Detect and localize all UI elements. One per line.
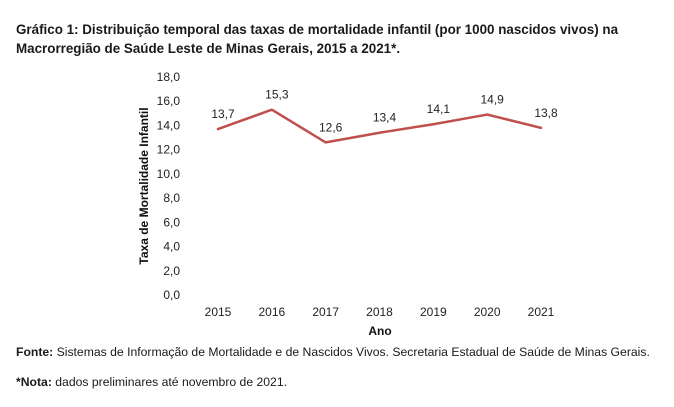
y-tick-label: 2,0 bbox=[163, 264, 180, 278]
x-tick-label: 2020 bbox=[474, 305, 501, 319]
y-tick-label: 14,0 bbox=[157, 118, 181, 132]
y-axis-ticks: 0,0 2,0 4,0 6,0 8,0 10,0 12,0 14,0 16,0 18,0 bbox=[157, 70, 181, 302]
x-axis-title: Ano bbox=[368, 324, 391, 338]
data-label: 13,7 bbox=[211, 107, 235, 121]
data-label: 14,1 bbox=[427, 102, 451, 116]
y-tick-label: 4,0 bbox=[163, 240, 180, 254]
x-tick-label: 2017 bbox=[312, 305, 339, 319]
data-labels: 13,7 15,3 12,6 13,4 14,1 14,9 13,8 bbox=[211, 88, 558, 135]
data-label: 15,3 bbox=[265, 88, 289, 102]
x-tick-label: 2015 bbox=[205, 305, 232, 319]
y-tick-label: 16,0 bbox=[157, 94, 181, 108]
source-note: Fonte: Sistemas de Informação de Mortali… bbox=[16, 344, 666, 360]
y-axis-title: Taxa de Mortalidade Infantil bbox=[137, 107, 151, 264]
y-tick-label: 6,0 bbox=[163, 215, 180, 229]
series-line bbox=[216, 108, 543, 144]
x-tick-label: 2016 bbox=[258, 305, 285, 319]
x-axis-ticks: 2015 2016 2017 2018 2019 2020 2021 bbox=[205, 305, 555, 319]
data-label: 14,9 bbox=[480, 93, 504, 107]
data-label: 12,6 bbox=[319, 120, 343, 134]
x-tick-label: 2018 bbox=[366, 305, 393, 319]
y-tick-label: 0,0 bbox=[163, 288, 180, 302]
source-text: Sistemas de Informação de Mortalidade e … bbox=[53, 345, 650, 359]
data-label: 13,4 bbox=[373, 111, 397, 125]
line-chart: 0,0 2,0 4,0 6,0 8,0 10,0 12,0 14,0 16,0 18,0 2015… bbox=[137, 70, 558, 338]
x-tick-label: 2021 bbox=[528, 305, 555, 319]
x-tick-label: 2019 bbox=[420, 305, 447, 319]
note-text: dados preliminares até novembro de 2021. bbox=[51, 375, 287, 389]
y-tick-label: 12,0 bbox=[157, 143, 181, 157]
source-label: Fonte: bbox=[16, 345, 54, 359]
note-label: *Nota: bbox=[16, 375, 52, 389]
y-tick-label: 8,0 bbox=[163, 191, 180, 205]
preliminary-note: *Nota: dados preliminares até novembro d… bbox=[16, 374, 666, 390]
chart-title: Gráfico 1: Distribuição temporal das tax… bbox=[16, 22, 619, 56]
data-label: 13,8 bbox=[534, 106, 558, 120]
y-tick-label: 18,0 bbox=[157, 70, 181, 84]
y-tick-label: 10,0 bbox=[157, 167, 181, 181]
